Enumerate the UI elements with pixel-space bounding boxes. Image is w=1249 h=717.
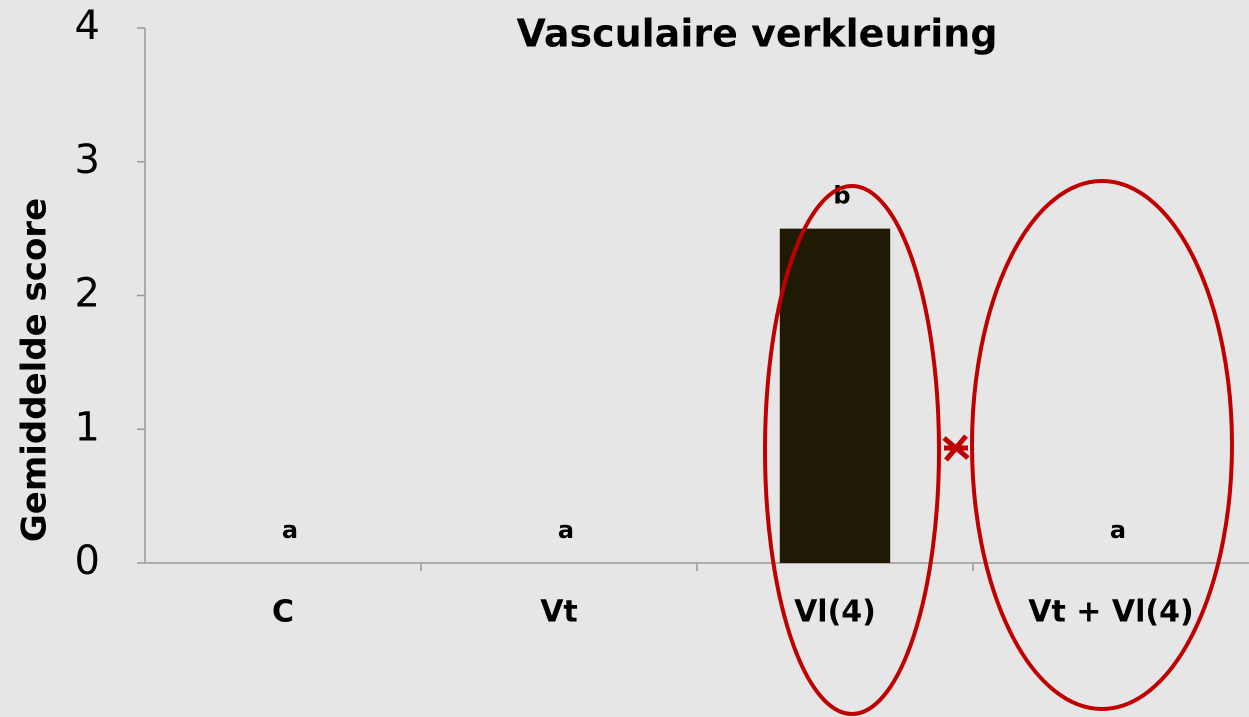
y-tick-label: 3 [75,137,100,183]
highlight-ellipse [763,184,941,716]
significance-letter: a [558,516,574,544]
significance-letter: a [282,516,298,544]
chart-title: Vasculaire verkleuring [516,12,997,56]
bar [779,228,891,563]
y-axis-label: Gemiddelde score [15,198,55,542]
x-tick-label: Vt + Vl(4) [1028,595,1193,630]
y-tick-label: 0 [75,538,100,584]
y-tick-label: 2 [75,271,100,317]
x-tick-label: Vl(4) [794,595,876,630]
cross-mark [942,434,970,462]
x-tick-label: C [272,595,294,630]
highlight-ellipse [970,179,1234,711]
significance-letter: a [1110,516,1126,544]
x-tick-label: Vt [540,595,578,630]
y-tick-label: 1 [75,404,100,450]
y-tick-label: 4 [75,3,100,49]
highlight-overlay [763,179,1234,716]
